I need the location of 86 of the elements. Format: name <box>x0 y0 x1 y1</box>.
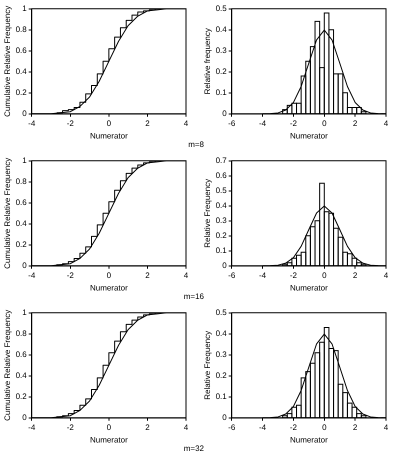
x-tick-label: -4 <box>259 118 267 128</box>
text: m=32 <box>184 444 204 453</box>
y-tick-label: 0.4 <box>216 329 228 338</box>
x-axis-title: Numerator <box>90 283 128 292</box>
y-axis-title: Relative Frequency <box>203 330 212 400</box>
x-tick-label: 4 <box>184 422 189 432</box>
y-tick-label: 0.6 <box>16 198 28 208</box>
x-axis-title: Numerator <box>290 283 328 292</box>
x-tick-label: 4 <box>384 422 389 432</box>
y-tick-label: 0.1 <box>216 88 228 98</box>
y-axis-title: Relative Frequency <box>203 178 212 248</box>
x-tick-label: 0 <box>106 118 112 128</box>
y-tick-label: 0.5 <box>216 308 228 318</box>
y-tick-label: 0.2 <box>16 392 28 402</box>
x-tick-label: 0 <box>322 118 328 128</box>
x-tick-label: -4 <box>28 118 36 128</box>
x-tick-label: 2 <box>352 270 358 280</box>
y-tick-label: 0.1 <box>216 392 228 402</box>
y-tick-label: 0.3 <box>216 350 228 360</box>
y-tick-label: 0 <box>222 413 228 422</box>
y-tick-label: 0.5 <box>216 4 228 14</box>
y-tick-label: 0.7 <box>216 156 228 166</box>
y-axis-title: Cumulative Relative Frequency <box>3 158 12 269</box>
x-tick-label: -6 <box>228 270 236 280</box>
y-tick-label: 0.4 <box>16 371 28 380</box>
x-axis-title: Numerator <box>90 435 128 444</box>
x-tick-label: -2 <box>290 118 298 128</box>
text: m=16 <box>184 292 204 301</box>
y-tick-label: 0.5 <box>216 186 228 196</box>
x-tick-label: 2 <box>352 118 358 128</box>
y-tick-label: 1 <box>22 156 28 166</box>
y-tick-label: 0.1 <box>216 246 228 256</box>
x-tick-label: 0 <box>322 270 328 280</box>
y-tick-label: 0 <box>222 109 228 118</box>
y-tick-label: 0.4 <box>216 201 228 210</box>
x-tick-label: -2 <box>290 422 298 432</box>
x-tick-label: 0 <box>106 422 112 432</box>
y-tick-label: 0.2 <box>216 67 228 76</box>
x-tick-label: -6 <box>228 422 236 432</box>
y-tick-label: 0.2 <box>216 231 228 240</box>
x-axis-title: Numerator <box>90 131 128 140</box>
text: m=8 <box>188 140 204 149</box>
y-axis-title: Cumulative Relative Frequency <box>3 310 12 421</box>
x-tick-label: 4 <box>184 118 189 128</box>
y-tick-label: 0.2 <box>16 88 28 98</box>
x-tick-label: 0 <box>322 422 328 432</box>
y-tick-label: 0.8 <box>16 25 28 34</box>
x-tick-label: 0 <box>106 270 112 280</box>
y-tick-label: 0.6 <box>16 350 28 360</box>
y-tick-label: 0.6 <box>216 171 228 180</box>
x-tick-label: 2 <box>145 118 150 128</box>
x-axis-title: Numerator <box>290 131 328 140</box>
y-axis-title: Relative frequency <box>203 28 212 94</box>
x-tick-label: -6 <box>228 118 236 128</box>
x-tick-label: -2 <box>66 118 74 128</box>
x-tick-label: -2 <box>290 270 298 280</box>
x-tick-label: 2 <box>352 422 358 432</box>
y-axis-title: Cumulative Relative Frequency <box>3 6 12 117</box>
x-tick-label: 4 <box>384 270 389 280</box>
y-tick-label: 0 <box>22 109 28 118</box>
x-tick-label: -2 <box>66 270 74 280</box>
x-tick-label: -4 <box>259 422 267 432</box>
x-axis-title: Numerator <box>290 435 328 444</box>
y-tick-label: 0.2 <box>216 371 228 380</box>
y-tick-label: 1 <box>22 4 28 14</box>
y-tick-label: 0.4 <box>16 219 28 228</box>
x-tick-label: -4 <box>28 422 36 432</box>
y-tick-label: 0.4 <box>216 25 228 34</box>
y-tick-label: 0 <box>222 261 228 270</box>
y-tick-label: 0.4 <box>16 67 28 76</box>
x-tick-label: 4 <box>184 270 189 280</box>
x-tick-label: -4 <box>259 270 267 280</box>
y-tick-label: 0.3 <box>216 46 228 56</box>
x-tick-label: 2 <box>145 270 150 280</box>
y-tick-label: 0.6 <box>16 46 28 56</box>
y-tick-label: 0.3 <box>216 216 228 226</box>
x-tick-label: -2 <box>66 422 74 432</box>
x-tick-label: -4 <box>28 270 36 280</box>
x-tick-label: 4 <box>384 118 389 128</box>
y-tick-label: 0.2 <box>16 240 28 250</box>
y-tick-label: 1 <box>22 308 28 318</box>
y-tick-label: 0.8 <box>16 329 28 338</box>
y-tick-label: 0.8 <box>16 177 28 186</box>
x-tick-label: 2 <box>145 422 150 432</box>
y-tick-label: 0 <box>22 261 28 270</box>
y-tick-label: 0 <box>22 413 28 422</box>
